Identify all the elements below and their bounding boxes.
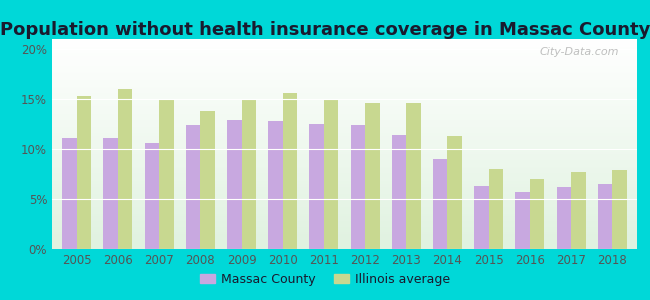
- Bar: [351, 125, 365, 249]
- Bar: [77, 96, 91, 249]
- Bar: [433, 159, 447, 249]
- Bar: [283, 93, 297, 249]
- Bar: [118, 89, 133, 249]
- Bar: [200, 111, 214, 249]
- Text: City-Data.com: City-Data.com: [540, 47, 619, 57]
- Bar: [159, 99, 174, 249]
- Bar: [309, 124, 324, 249]
- Bar: [242, 99, 256, 249]
- Bar: [598, 184, 612, 249]
- Bar: [489, 169, 503, 249]
- Bar: [612, 170, 627, 249]
- Bar: [406, 103, 421, 249]
- Bar: [556, 187, 571, 249]
- Bar: [103, 138, 118, 249]
- Bar: [227, 120, 242, 249]
- Bar: [324, 100, 338, 249]
- Bar: [571, 172, 586, 249]
- Bar: [268, 121, 283, 249]
- Bar: [145, 143, 159, 249]
- Legend: Massac County, Illinois average: Massac County, Illinois average: [194, 268, 456, 291]
- Bar: [474, 186, 489, 249]
- Bar: [530, 179, 544, 249]
- Bar: [515, 192, 530, 249]
- Bar: [447, 136, 462, 249]
- Bar: [186, 125, 200, 249]
- Text: Population without health insurance coverage in Massac County: Population without health insurance cove…: [0, 21, 650, 39]
- Bar: [62, 138, 77, 249]
- Bar: [392, 135, 406, 249]
- Bar: [365, 103, 380, 249]
